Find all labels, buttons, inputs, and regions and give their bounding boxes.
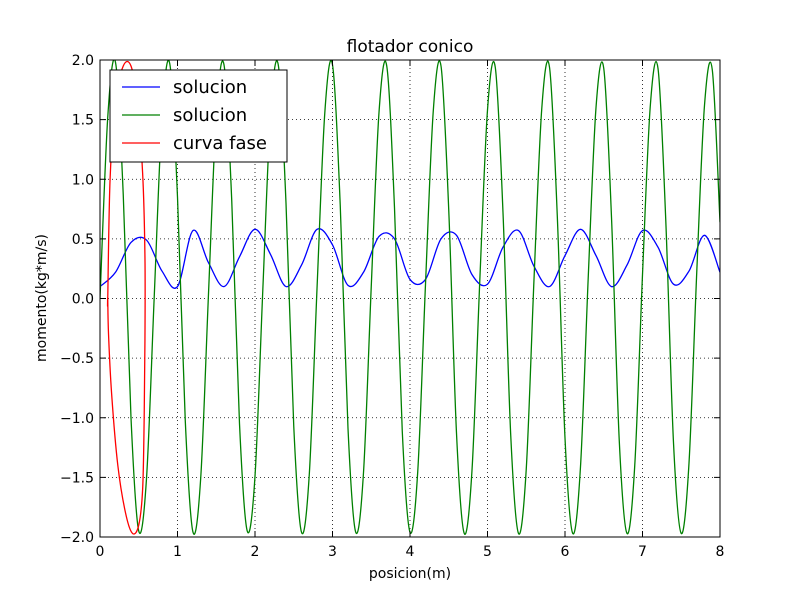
x-tick-label: 4 (406, 544, 415, 560)
x-tick-label: 1 (173, 544, 182, 560)
x-tick-label: 5 (483, 544, 492, 560)
legend-label: curva fase (173, 133, 267, 154)
y-tick-label: 0.5 (72, 232, 94, 248)
curva-fase-line (106, 60, 146, 535)
y-tick-label: 1.0 (72, 172, 94, 188)
y-tick-label: 1.5 (72, 113, 94, 129)
chart-title: flotador conico (347, 37, 474, 57)
y-axis-label: momento(kg*m/s) (34, 234, 50, 362)
legend-label: solucion (173, 105, 247, 126)
series-layer (100, 60, 720, 535)
x-tick-label: 3 (328, 544, 337, 560)
y-tick-label: −2.0 (60, 530, 94, 546)
x-tick-label: 6 (561, 544, 570, 560)
solucion-blue-line (100, 228, 720, 289)
x-tick-label: 7 (638, 544, 647, 560)
x-tick-label: 8 (716, 544, 725, 560)
legend-label: solucion (173, 77, 247, 98)
ticks (99, 59, 721, 538)
legend: solucion solucion curva fase (109, 69, 288, 163)
y-tick-label: 0.0 (72, 292, 94, 308)
x-tick-label: 0 (96, 544, 105, 560)
y-tick-label: −0.5 (60, 351, 94, 367)
y-tick-label: −1.5 (60, 470, 94, 486)
x-axis-label: posicion(m) (369, 566, 451, 582)
x-tick-label: 2 (251, 544, 260, 560)
y-tick-label: −1.0 (60, 411, 94, 427)
legend-box (109, 69, 288, 163)
y-tick-labels: 2.0 1.5 1.0 0.5 0.0 −0.5 −1.0 −1.5 −2.0 (60, 53, 94, 546)
y-tick-label: 2.0 (72, 53, 94, 69)
solucion-green-line (100, 60, 720, 535)
x-tick-labels: 0 1 2 3 4 5 6 7 8 (96, 544, 725, 560)
